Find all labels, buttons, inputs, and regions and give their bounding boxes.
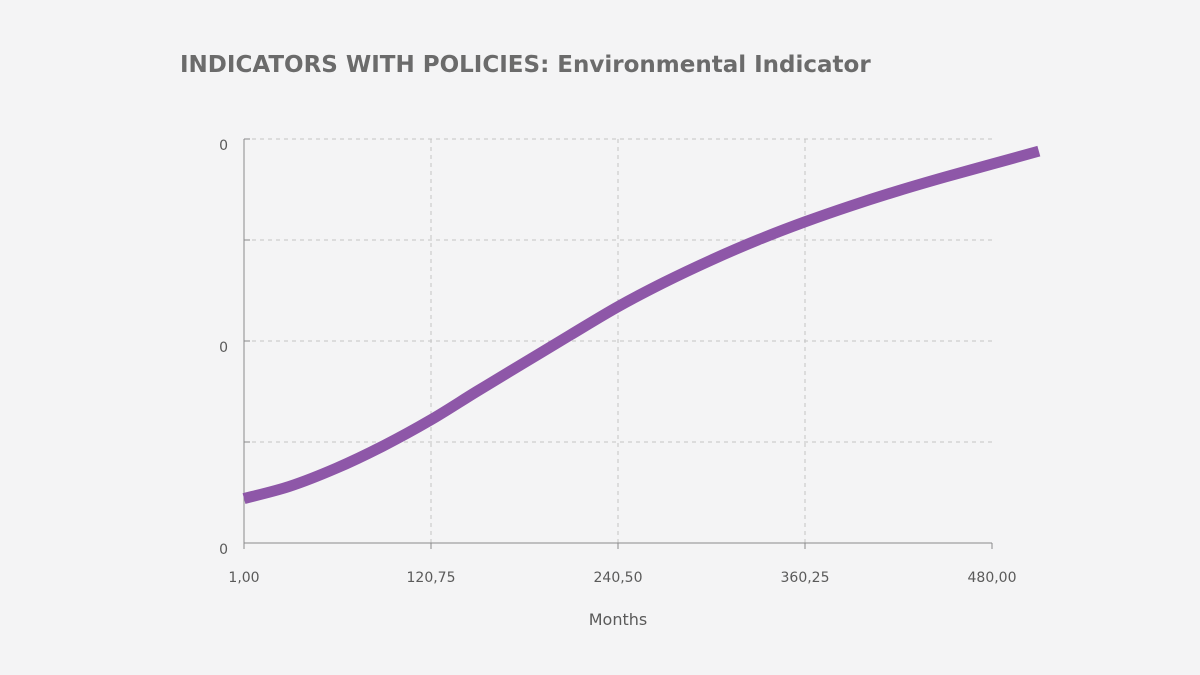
grid-layer (244, 138, 992, 543)
series-layer (242, 145, 1041, 504)
x-tick-label: 240,50 (594, 570, 643, 586)
x-tick-label: 480,00 (968, 570, 1017, 586)
axis-layer (243, 138, 993, 549)
series-line (242, 145, 1041, 504)
y-tick-label: 0 (219, 340, 228, 356)
chart-title: INDICATORS WITH POLICIES: Environmental … (180, 52, 871, 78)
x-tick-label: 1,00 (228, 570, 259, 586)
x-tick-label: 120,75 (407, 570, 456, 586)
y-tick-label: 0 (219, 542, 228, 558)
x-axis-label: Months (589, 610, 647, 629)
y-tick-label: 0 (219, 138, 228, 154)
x-tick-label: 360,25 (781, 570, 830, 586)
